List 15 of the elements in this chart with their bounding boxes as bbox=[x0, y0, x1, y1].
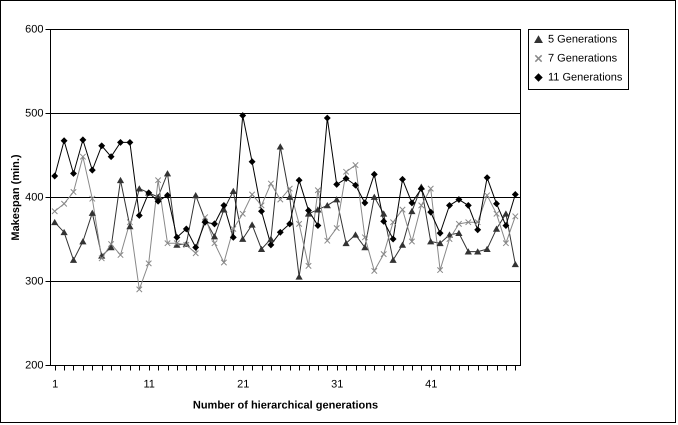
y-tick-label: 300 bbox=[25, 276, 44, 288]
y-tick-label: 500 bbox=[25, 108, 44, 120]
x-tick-label: 41 bbox=[425, 378, 438, 390]
x-tick-label: 31 bbox=[331, 378, 344, 390]
y-tick-label: 600 bbox=[25, 24, 44, 36]
y-tick-label: 400 bbox=[25, 192, 44, 204]
y-axis-title: Makespan (min.) bbox=[10, 154, 22, 241]
legend-label: 11 Generations bbox=[548, 72, 623, 84]
legend-label: 7 Generations bbox=[548, 52, 618, 64]
x-tick-label: 21 bbox=[237, 378, 250, 390]
x-tick-label: 11 bbox=[143, 378, 155, 390]
y-tick-label: 200 bbox=[25, 360, 44, 372]
x-tick-label: 1 bbox=[52, 378, 58, 390]
legend-label: 5 Generations bbox=[548, 34, 618, 46]
x-axis-title: Number of hierarchical generations bbox=[192, 400, 378, 412]
